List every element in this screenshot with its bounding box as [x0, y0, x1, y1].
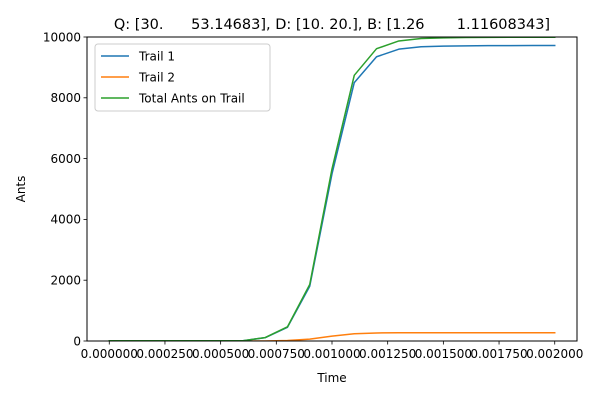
y-axis: 0 2000 4000 6000 8000 10000: [43, 30, 87, 348]
y-tick-label: 8000: [50, 91, 81, 105]
series-line-2: [108, 331, 556, 341]
y-axis-label: Ants: [14, 176, 28, 203]
x-tick-label: 0.000000: [81, 347, 138, 361]
chart-title: Q: [30. 53.14683], D: [10. 20.], B: [1.2…: [114, 17, 550, 33]
x-tick-label: 0.000250: [136, 347, 193, 361]
x-axis-label: Time: [316, 371, 346, 385]
legend-label: Trail 2: [138, 70, 175, 84]
x-tick-label: 0.001000: [303, 347, 360, 361]
legend: Trail 1 Trail 2 Total Ants on Trail: [94, 43, 271, 112]
y-tick-label: 4000: [50, 213, 81, 227]
y-tick-label: 2000: [50, 274, 81, 288]
x-tick-label: 0.002000: [526, 347, 583, 361]
x-tick-label: 0.001750: [470, 347, 527, 361]
legend-box: [94, 43, 271, 112]
x-axis: 0.0000000.0002500.0005000.0007500.001000…: [81, 341, 583, 361]
x-tick-label: 0.001500: [415, 347, 472, 361]
y-tick-label: 10000: [43, 30, 81, 44]
x-tick-label: 0.001250: [359, 347, 416, 361]
x-tick-label: 0.000500: [192, 347, 249, 361]
y-tick-label: 0: [73, 334, 81, 348]
legend-label: Total Ants on Trail: [138, 91, 245, 105]
y-tick-label: 6000: [50, 152, 81, 166]
legend-label: Trail 1: [138, 49, 175, 63]
x-tick-label: 0.000750: [248, 347, 305, 361]
